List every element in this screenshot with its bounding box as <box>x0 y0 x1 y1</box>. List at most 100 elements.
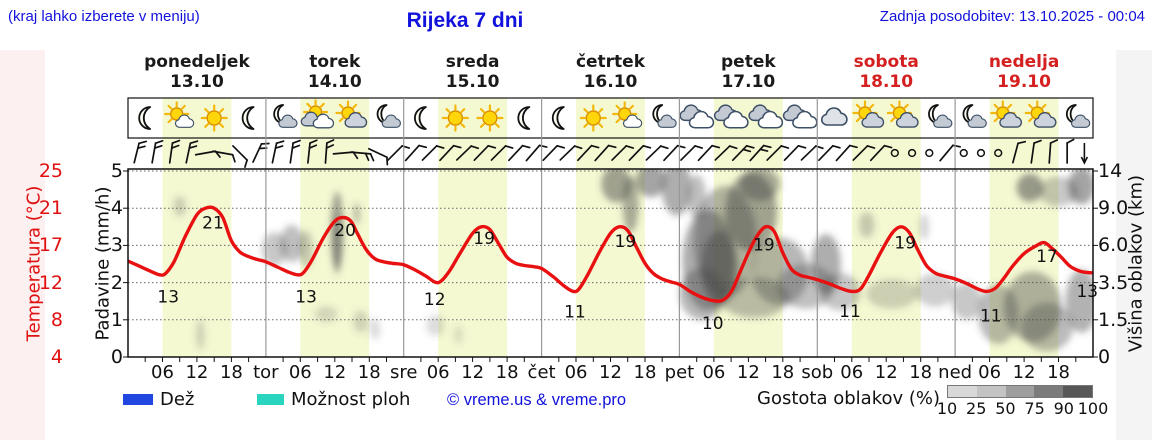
weather-icon-clouds <box>679 104 715 129</box>
temp-value-label: 20 <box>334 221 356 241</box>
rain-legend-label: Dež <box>160 389 195 410</box>
temp-value-label: 19 <box>894 233 916 253</box>
weather-icon-moon <box>414 106 427 130</box>
showers-legend-swatch <box>257 394 284 405</box>
copyright-link[interactable]: © vreme.us & vreme.pro <box>447 391 627 409</box>
wind-barb <box>594 144 617 162</box>
cloud-cover-blobs <box>173 169 1093 352</box>
wind-barb <box>1012 140 1027 164</box>
x-axis-label: pet <box>664 362 695 383</box>
x-axis-label: 06 <box>151 362 174 383</box>
cloud-density-label: Gostota oblakov (%) <box>757 388 941 409</box>
weather-icon-sun <box>200 104 228 132</box>
wind-barb <box>1066 138 1075 164</box>
wind-barb <box>976 148 986 158</box>
wind-barb <box>455 145 480 161</box>
wind-barb <box>387 145 411 161</box>
wind-barb <box>628 144 652 162</box>
x-axis-label: 12 <box>599 362 622 383</box>
wind-barb <box>939 144 962 162</box>
wind-barb <box>324 139 335 164</box>
weather-icon-clouds <box>748 104 784 129</box>
weather-icon-sun-smallcloud <box>164 101 195 128</box>
wind-barb <box>151 139 164 164</box>
wind-barb <box>542 144 566 162</box>
x-axis-label: 12 <box>874 362 898 383</box>
weather-icon-sun-cloud <box>335 100 368 128</box>
density-segment <box>976 386 1006 397</box>
temp-value-label: 10 <box>702 314 724 334</box>
wind-barb <box>168 139 181 164</box>
wind-barb <box>766 145 790 161</box>
axis-tick: 3.5 <box>1098 271 1129 294</box>
x-axis-label: 18 <box>633 362 657 383</box>
x-axis-label: 12 <box>185 362 209 383</box>
weather-icon-sun-smallcloud <box>612 101 643 128</box>
wind-barb <box>907 148 917 158</box>
x-axis-label: 12 <box>1012 362 1036 383</box>
axis-tick: 2 <box>110 271 123 294</box>
wind-barb <box>525 144 548 162</box>
wind-barb <box>421 145 445 161</box>
temp-value-label: 11 <box>839 302 861 322</box>
weather-icon-moon <box>551 106 565 130</box>
x-axis-label: 06 <box>288 362 312 383</box>
wind-barb <box>439 144 462 162</box>
weather-icon-moon-cloud <box>962 104 987 128</box>
day-header-sobota: sobota 18.10 <box>853 52 919 92</box>
wind-barb <box>576 144 600 162</box>
page-title: Rijeka 7 dni <box>406 9 524 32</box>
wind-barb <box>835 144 858 162</box>
axis-tick: 21 <box>38 197 63 220</box>
weather-icon-sun <box>579 104 607 132</box>
x-axis-label: 18 <box>357 362 381 383</box>
x-axis-label: 06 <box>978 362 1002 383</box>
x-axis-label: 18 <box>1047 362 1070 383</box>
wind-barb <box>783 144 807 162</box>
wind-barb <box>404 144 428 162</box>
wind-barb <box>869 144 893 162</box>
axis-tick: 6.0 <box>1098 234 1129 257</box>
x-axis-label: 12 <box>323 362 347 383</box>
cloud-axis-tint <box>1116 50 1152 440</box>
wind-barb <box>307 139 318 164</box>
wind-barb <box>1030 139 1042 164</box>
weather-icon-sun <box>476 104 504 132</box>
wind-barb <box>749 144 772 162</box>
day-header-nedelja: nedelja 19.10 <box>988 52 1060 92</box>
temp-value-label: 17 <box>1036 247 1058 267</box>
day-header-torek: torek 14.10 <box>307 52 362 92</box>
location-hint: (kraj lahko izberete v meniju) <box>8 8 200 25</box>
density-tick: 100 <box>1077 399 1109 418</box>
wind-barb <box>645 145 669 161</box>
x-axis-label: sob <box>801 362 834 383</box>
x-axis-label: čet <box>527 362 556 383</box>
day-header-petek: petek 17.10 <box>721 52 776 92</box>
temp-value-label: 12 <box>424 290 446 310</box>
weather-icon-sun <box>441 104 469 132</box>
weather-icon-moon-cloud <box>928 104 953 128</box>
daylight-band <box>438 98 508 357</box>
weather-icon-sun-cloud <box>1024 100 1057 128</box>
wind-barb <box>559 145 583 161</box>
axis-tick: 4 <box>50 346 63 368</box>
weather-icon-moon-cloud <box>652 104 677 128</box>
wind-barb <box>1048 139 1059 164</box>
wind-barb <box>185 140 199 164</box>
wind-barb <box>714 145 738 161</box>
wind-barb <box>731 144 755 162</box>
axis-tick: 8 <box>50 308 63 331</box>
wind-barb <box>890 148 899 158</box>
temp-value-label: 11 <box>980 306 1002 326</box>
axis-tick: 4 <box>110 197 123 220</box>
axis-tick: 1 <box>110 308 123 331</box>
temperature-curve <box>128 205 1093 303</box>
x-axis-label: ned <box>938 362 973 383</box>
axis-tick: 5 <box>110 160 123 182</box>
weather-icon-sun-cloud <box>852 100 885 128</box>
x-axis-label: 06 <box>564 362 588 383</box>
wind-barb <box>1080 143 1089 165</box>
wind-barb <box>473 144 497 162</box>
